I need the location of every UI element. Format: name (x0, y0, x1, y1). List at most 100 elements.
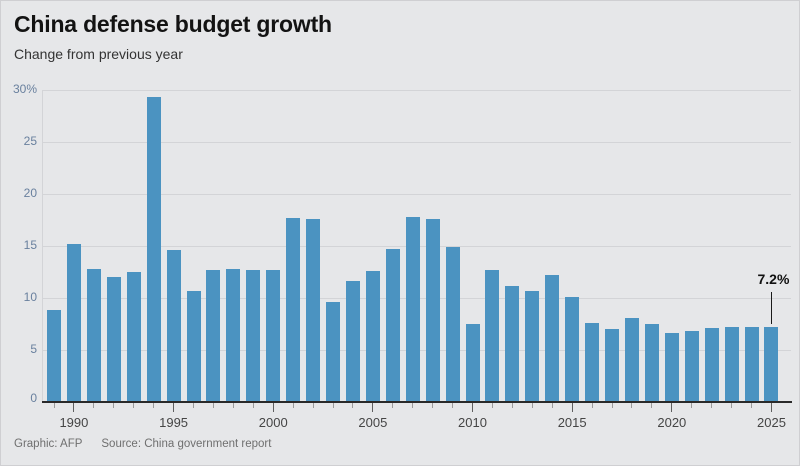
x-axis-tick-2017 (611, 403, 613, 408)
y-axis-label-20: 20 (23, 186, 37, 200)
bar-2004 (345, 281, 360, 402)
x-axis-tick-1996 (193, 403, 194, 408)
x-axis-tick-2013 (531, 403, 533, 408)
gridline-25 (43, 142, 791, 143)
x-axis-tick-2000 (272, 403, 274, 412)
x-axis-tick-2005 (372, 403, 374, 412)
annotation-pointer-line (770, 292, 772, 325)
y-axis-label-0: 0 (30, 391, 37, 405)
x-axis-tick-1998 (232, 403, 234, 408)
x-axis-tick-2004 (352, 403, 354, 408)
chart-subtitle: Change from previous year (14, 45, 183, 62)
x-axis-tick-2001 (292, 403, 294, 408)
x-axis-tick-2011 (491, 403, 493, 408)
gridline-30 (43, 90, 791, 91)
bar-2003 (326, 302, 341, 402)
x-axis-label-2010: 2010 (458, 415, 487, 430)
bar-2005 (365, 270, 380, 402)
x-axis-tick-1991 (93, 403, 95, 408)
x-axis-tick-1990 (73, 403, 75, 412)
bar-1994 (146, 97, 161, 402)
bar-1992 (106, 277, 121, 402)
bar-1996 (186, 290, 201, 402)
x-axis-tick-2019 (651, 403, 653, 408)
bar-2020 (664, 333, 679, 402)
x-axis-tick-1992 (113, 403, 115, 408)
x-axis-tick-2006 (392, 403, 394, 408)
bar-2002 (306, 218, 321, 402)
bar-chart-plot-area: 0 5 10 15 20 25 30% 1990 1995 2000 2005 2010 2015 202… (13, 82, 792, 430)
x-axis-tick-2010 (472, 403, 474, 412)
bar-1998 (226, 268, 241, 402)
x-axis-tick-2007 (412, 403, 414, 408)
bar-2007 (405, 216, 420, 402)
x-axis-tick-2021 (691, 403, 693, 408)
x-axis-tick-2025 (770, 403, 772, 412)
x-axis-label-1995: 1995 (159, 415, 189, 430)
bar-2015 (565, 296, 580, 402)
x-axis-line (42, 401, 792, 403)
x-axis-label-1990: 1990 (59, 415, 89, 430)
bar-1993 (126, 272, 141, 402)
bar-2021 (684, 331, 699, 402)
x-axis-label-2000: 2000 (258, 415, 288, 430)
y-axis-label-15: 15 (23, 238, 37, 252)
x-axis-tick-1994 (153, 403, 155, 408)
bar-1997 (206, 269, 221, 402)
x-axis-tick-1997 (212, 403, 214, 408)
graphic-credit: Graphic: AFP (14, 438, 83, 450)
bar-2010 (465, 324, 480, 402)
bar-2012 (505, 285, 520, 402)
y-axis-label-5: 5 (30, 342, 37, 356)
x-axis-label-2020: 2020 (657, 415, 687, 430)
gridline-20 (43, 194, 791, 195)
x-axis-tick-2012 (511, 403, 513, 408)
bar-2011 (485, 269, 500, 402)
bar-2022 (704, 328, 719, 402)
x-axis-label-2005: 2005 (358, 415, 388, 430)
x-axis-tick-1989 (53, 403, 55, 408)
y-axis-label-10: 10 (23, 290, 37, 304)
bar-2019 (644, 324, 659, 402)
y-axis-label-30: 30% (12, 82, 37, 96)
x-axis-tick-2003 (332, 403, 334, 408)
bar-1991 (86, 268, 101, 402)
x-axis-tick-2024 (751, 403, 753, 408)
y-axis-label-25: 25 (23, 134, 37, 148)
bar-1995 (166, 250, 181, 402)
bar-2001 (286, 217, 301, 402)
bar-2025 (764, 327, 779, 402)
data-source: Source: China government report (101, 438, 272, 450)
bar-2000 (266, 269, 281, 402)
x-axis-tick-2014 (551, 403, 553, 408)
x-axis-tick-2016 (591, 403, 593, 408)
chart-title: China defense budget growth (14, 11, 332, 37)
x-axis-tick-2018 (631, 403, 633, 408)
bar-1999 (246, 269, 261, 402)
annotation-label: 7.2% (757, 271, 790, 288)
x-axis-tick-1993 (133, 403, 135, 408)
bar-2024 (744, 327, 759, 402)
x-axis-tick-2008 (432, 403, 434, 408)
x-axis-tick-2020 (671, 403, 673, 412)
chart-footer: Graphic: AFP Source: China government re… (14, 438, 271, 450)
bar-2017 (605, 329, 620, 402)
x-axis-tick-2009 (452, 403, 454, 408)
x-axis-tick-2015 (571, 403, 573, 412)
x-axis-tick-1999 (252, 403, 254, 408)
bar-2013 (525, 290, 540, 402)
bar-2016 (585, 322, 600, 402)
bar-2009 (445, 247, 460, 402)
x-axis-label-2025: 2025 (757, 415, 786, 430)
bar-2023 (724, 327, 739, 402)
bar-1989 (47, 310, 61, 402)
bar-2014 (545, 275, 560, 402)
bar-2018 (624, 317, 639, 402)
bar-2006 (385, 249, 400, 402)
chart-header: China defense budget growth Change from … (14, 10, 332, 62)
bar-2008 (425, 218, 440, 402)
bar-1990 (66, 243, 81, 402)
x-axis-tick-2023 (731, 403, 733, 408)
x-axis-tick-1995 (173, 403, 175, 412)
x-axis-label-2015: 2015 (557, 415, 587, 430)
